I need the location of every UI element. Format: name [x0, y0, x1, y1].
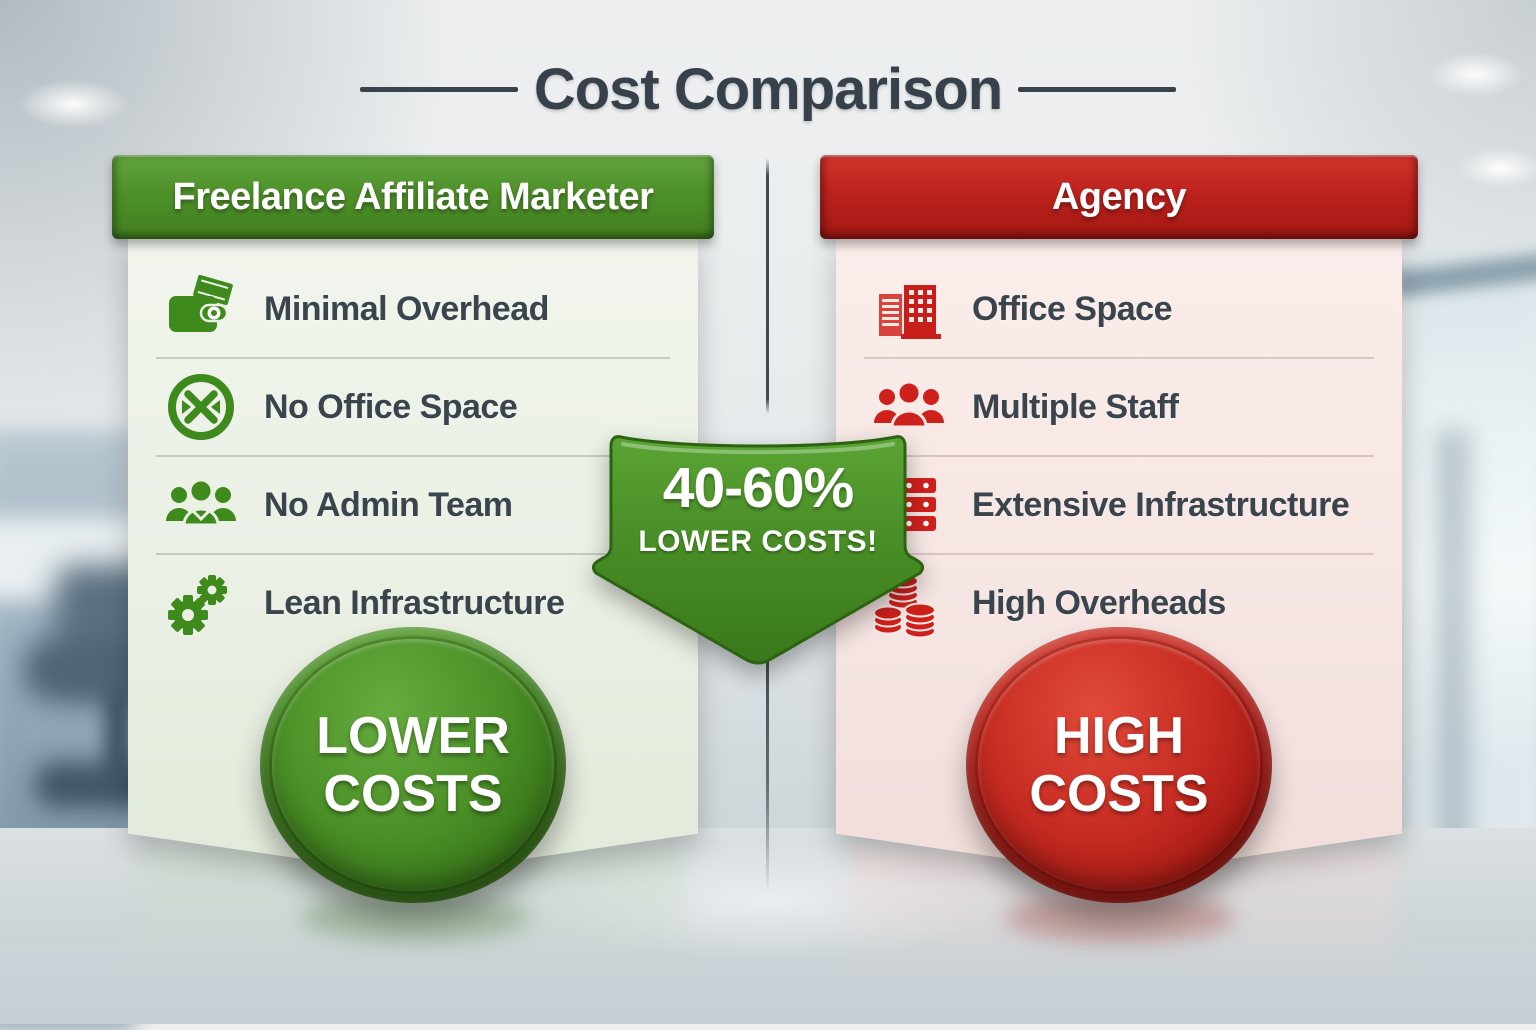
no-office-icon — [162, 370, 240, 444]
freelancer-panel-header: Freelance Affiliate Marketer — [112, 155, 714, 239]
row-divider — [156, 455, 670, 457]
list-item-label: Minimal Overhead — [264, 289, 549, 328]
list-item: No Admin Team — [128, 457, 698, 553]
row-divider — [864, 553, 1374, 555]
agency-panel-title: Agency — [1051, 175, 1187, 218]
badge-text: HIGH — [1054, 706, 1184, 765]
list-item-label: Extensive Infrastructure — [972, 485, 1350, 524]
badge-text: COSTS — [1029, 765, 1209, 823]
list-item: No Office Space — [128, 359, 698, 455]
row-divider — [864, 455, 1374, 457]
agency-panel-header: Agency — [820, 155, 1418, 239]
row-divider — [156, 553, 670, 555]
coins-icon — [870, 566, 948, 640]
title-dash-left — [359, 87, 518, 92]
list-item-label: Office Space — [972, 289, 1172, 328]
staff-icon — [870, 370, 948, 444]
page-title: Cost Comparison — [533, 57, 1003, 122]
lower-costs-badge: LOWER COSTS — [260, 627, 566, 903]
freelancer-panel-title: Freelance Affiliate Marketer — [172, 175, 654, 218]
savings-caption: LOWER COSTS! — [638, 525, 878, 558]
buildings-icon — [870, 272, 948, 346]
list-item-label: No Office Space — [264, 387, 518, 426]
background-window-frame — [1436, 430, 1470, 860]
savings-arrow-badge: 40-60% LOWER COSTS! — [591, 419, 925, 665]
center-divider-top — [766, 158, 769, 414]
ceiling-light — [18, 80, 128, 128]
badge-text: LOWER — [316, 706, 510, 765]
list-item: Lean Infrastructure — [128, 555, 698, 651]
row-divider — [864, 357, 1374, 359]
high-costs-badge: HIGH COSTS — [966, 627, 1272, 903]
list-item: High Overheads — [836, 555, 1402, 651]
list-item: Minimal Overhead — [128, 261, 698, 357]
list-item-label: High Overheads — [972, 583, 1226, 622]
savings-percent: 40-60% — [662, 456, 854, 520]
list-item-label: Lean Infrastructure — [264, 583, 565, 622]
ceiling-light — [1428, 52, 1523, 97]
center-divider-bottom — [766, 656, 769, 892]
gears-icon — [162, 566, 240, 640]
background-window-right — [1412, 255, 1536, 855]
list-item: Multiple Staff — [836, 359, 1402, 455]
team-icon — [162, 468, 240, 542]
badge-text: COSTS — [323, 765, 503, 823]
list-item-label: No Admin Team — [264, 485, 513, 524]
ceiling-light — [1458, 148, 1536, 188]
wallet-icon — [162, 272, 240, 346]
row-divider — [156, 357, 670, 359]
title-dash-right — [1018, 87, 1177, 92]
list-item: Office Space — [836, 261, 1402, 357]
title-row: Cost Comparison — [0, 56, 1536, 123]
down-arrow-icon — [591, 435, 925, 665]
list-item-label: Multiple Staff — [972, 387, 1179, 426]
